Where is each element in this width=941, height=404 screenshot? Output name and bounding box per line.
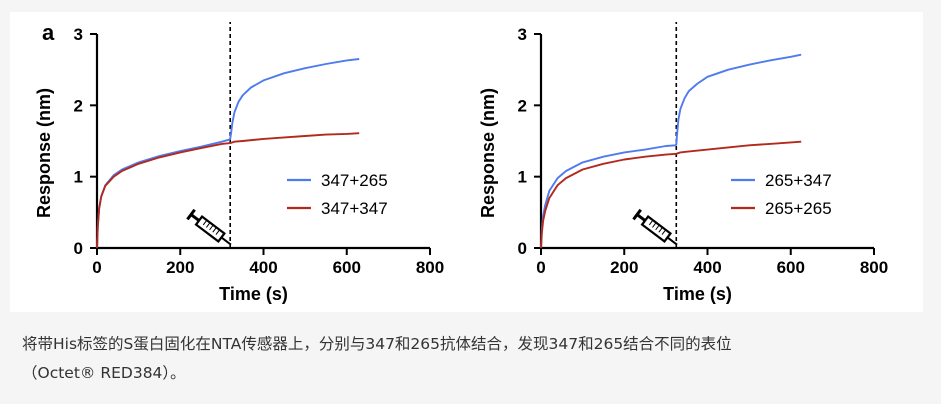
figure-panels: a 0 200 400 600 800 0 1 2 3 Time (s) Response (nm) 3… [10, 12, 923, 312]
syringe-mark [658, 227, 663, 233]
x-axis-title: Time (s) [663, 284, 732, 304]
x-tick-label: 800 [416, 258, 444, 277]
syringe-mark [209, 224, 214, 231]
x-tick-label: 200 [610, 258, 638, 277]
y-tick-label: 3 [518, 25, 527, 44]
syringe-mark [215, 229, 220, 235]
series-line-265-347 [540, 53, 802, 249]
caption-line-2: （Octet® RED384）。 [22, 364, 186, 382]
syringe-mark [661, 229, 667, 235]
y-tick-label: 1 [74, 168, 83, 187]
x-tick-label: 0 [536, 258, 545, 277]
syringe-mark [206, 222, 211, 228]
legend-label: 347+265 [321, 171, 388, 190]
syringe-plunger-handle [632, 208, 642, 221]
x-tick-label: 0 [92, 258, 101, 277]
syringe-plunger-handle [186, 208, 196, 221]
x-tick-label: 400 [693, 258, 721, 277]
syringe-needle [666, 236, 678, 246]
chart-panel-1: 0 200 400 600 800 0 1 2 3 Time (s) Response (nm) 34… [34, 22, 444, 304]
y-tick-label: 3 [74, 25, 83, 44]
figure-caption: 将带His标签的S蛋白固化在NTA传感器上，分别与347和265抗体结合，发现3… [22, 330, 922, 388]
y-tick-label: 1 [518, 168, 527, 187]
syringe-plunger [190, 213, 200, 222]
legend-label: 265+265 [765, 199, 832, 218]
y-axis-title: Response (nm) [478, 88, 498, 218]
syringe-mark [212, 227, 217, 233]
y-axis-title: Response (nm) [34, 88, 54, 218]
syringe-mark [652, 222, 657, 228]
syringe-mark [655, 224, 660, 231]
x-axis-title: Time (s) [219, 284, 288, 304]
chart-panel-2: 0 200 400 600 800 0 1 2 3 Time (s) Response (nm) 26… [478, 22, 888, 304]
y-tick-label: 2 [518, 96, 527, 115]
legend-label: 265+347 [765, 171, 832, 190]
series-line-265-265 [540, 140, 802, 249]
x-tick-label: 400 [249, 258, 277, 277]
caption-line-1: 将带His标签的S蛋白固化在NTA传感器上，分别与347和265抗体结合，发现3… [22, 335, 732, 353]
syringe-mark [202, 219, 208, 226]
x-tick-label: 800 [860, 258, 888, 277]
y-tick-label: 0 [74, 239, 83, 258]
series-line-347-347 [96, 132, 360, 249]
syringe-icon [632, 208, 678, 246]
legend-label: 347+347 [321, 199, 388, 218]
panel-letter: a [42, 20, 55, 45]
syringe-needle [220, 236, 232, 246]
x-tick-label: 600 [333, 258, 361, 277]
y-tick-label: 2 [74, 96, 83, 115]
x-tick-label: 600 [777, 258, 805, 277]
series-line-347-265 [96, 58, 360, 249]
x-tick-label: 200 [166, 258, 194, 277]
syringe-mark [648, 219, 654, 226]
y-tick-label: 0 [518, 239, 527, 258]
syringe-icon [186, 208, 232, 246]
syringe-plunger [636, 213, 647, 222]
